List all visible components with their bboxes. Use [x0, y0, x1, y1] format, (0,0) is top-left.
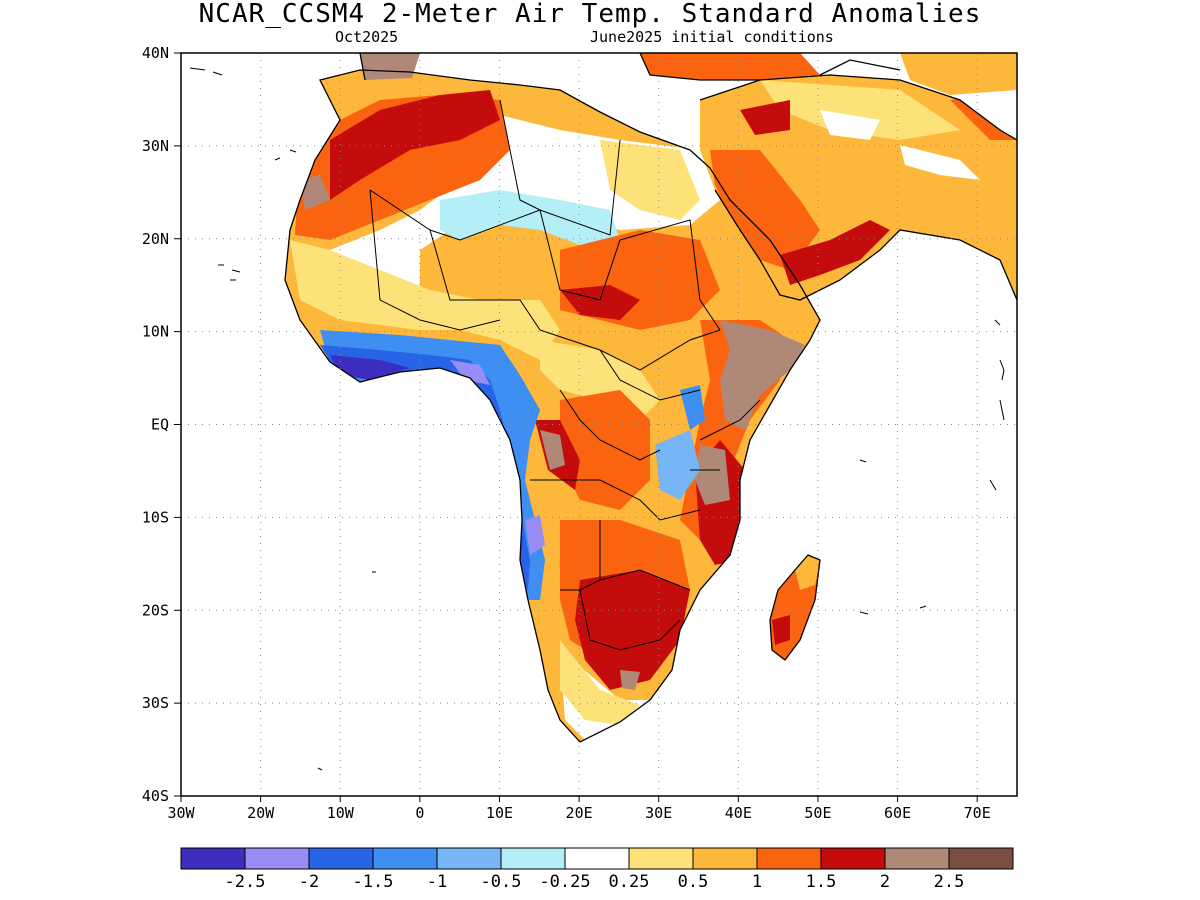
lat-label: 40N	[142, 44, 169, 62]
lat-label: EQ	[151, 416, 169, 434]
lon-label: 30W	[167, 804, 195, 822]
lon-label: 20E	[566, 804, 593, 822]
lat-label: 30S	[142, 694, 169, 712]
colorbar-label: 1.5	[806, 872, 837, 892]
lat-label: 10N	[142, 323, 169, 341]
colorbar-swatch	[436, 847, 502, 870]
lon-label: 60E	[884, 804, 911, 822]
colorbar-label: -2	[299, 872, 319, 892]
lon-label: 10E	[486, 804, 513, 822]
colorbar-swatch	[180, 847, 246, 870]
longitude-labels: 30W 20W 10W 0 10E 20E 30E 40E 50E 60E 70E	[167, 796, 991, 822]
initial-conditions: June2025 initial conditions	[590, 28, 834, 46]
colorbar-swatch	[948, 847, 1014, 870]
lat-label: 20S	[142, 601, 169, 619]
lon-label: 10W	[327, 804, 355, 822]
lat-label: 40S	[142, 787, 169, 805]
colorbar-label: 0.25	[609, 872, 650, 892]
colorbar-label: 2.5	[934, 872, 965, 892]
lon-label: 40E	[725, 804, 752, 822]
colorbar-label: -1	[427, 872, 447, 892]
lat-label: 30N	[142, 137, 169, 155]
colorbar-swatch	[628, 847, 694, 870]
colorbar-swatch	[820, 847, 886, 870]
forecast-month: Oct2025	[335, 28, 399, 46]
colorbar-swatch	[500, 847, 566, 870]
lat-label: 10S	[142, 508, 169, 526]
lon-label: 0	[415, 804, 424, 822]
graticule	[181, 53, 1017, 796]
lon-label: 30E	[645, 804, 672, 822]
colorbar-swatch	[372, 847, 438, 870]
country-borders	[369, 99, 761, 651]
colorbar-swatch	[308, 847, 374, 870]
colorbar-swatch	[244, 847, 310, 870]
islands	[189, 67, 1005, 771]
lon-label: 70E	[964, 804, 991, 822]
coastlines	[284, 53, 1017, 743]
colorbar-label: 2	[880, 872, 890, 892]
colorbar	[180, 847, 1014, 870]
colorbar-label: 0.5	[678, 872, 709, 892]
colorbar-label: 1	[752, 872, 762, 892]
chart-title: NCAR_CCSM4 2-Meter Air Temp. Standard An…	[198, 0, 982, 29]
colorbar-swatch	[884, 847, 950, 870]
colorbar-label: -2.5	[225, 872, 266, 892]
colorbar-label: -0.5	[481, 872, 522, 892]
lat-label: 20N	[142, 230, 169, 248]
colorbar-labels: -2.5 -2 -1.5 -1 -0.5 -0.25 0.25 0.5 1 1.5 2 2.5	[225, 872, 965, 892]
colorbar-label: -0.25	[539, 872, 590, 892]
colorbar-label: -1.5	[353, 872, 394, 892]
latitude-labels: 40N 30N 20N 10N EQ 10S 20S 30S 40S	[142, 44, 181, 805]
colorbar-swatch	[692, 847, 758, 870]
lon-label: 20W	[247, 804, 275, 822]
colorbar-swatch	[564, 847, 630, 870]
colorbar-swatch	[756, 847, 822, 870]
lon-label: 50E	[804, 804, 831, 822]
